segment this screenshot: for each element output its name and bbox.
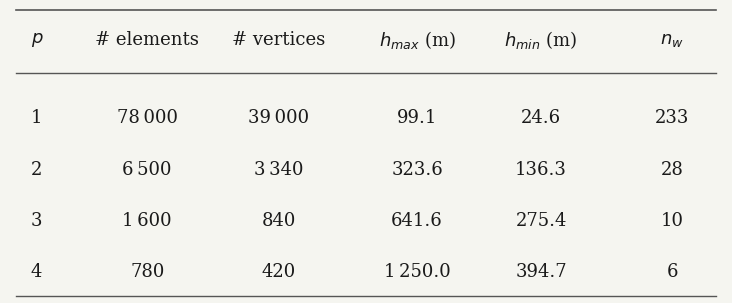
Text: 78 000: 78 000 — [116, 109, 178, 128]
Text: 641.6: 641.6 — [391, 211, 443, 230]
Text: 275.4: 275.4 — [515, 211, 567, 230]
Text: 28: 28 — [661, 161, 684, 178]
Text: # elements: # elements — [95, 32, 199, 49]
Text: 39 000: 39 000 — [248, 109, 309, 128]
Text: 2: 2 — [31, 161, 42, 178]
Text: 780: 780 — [130, 263, 165, 281]
Text: 10: 10 — [661, 211, 684, 230]
Text: 1 250.0: 1 250.0 — [384, 263, 450, 281]
Text: 1 600: 1 600 — [122, 211, 172, 230]
Text: $h_{min}$ (m): $h_{min}$ (m) — [504, 29, 578, 52]
Text: 3 340: 3 340 — [254, 161, 303, 178]
Text: 4: 4 — [31, 263, 42, 281]
Text: 323.6: 323.6 — [391, 161, 443, 178]
Text: 394.7: 394.7 — [515, 263, 567, 281]
Text: 3: 3 — [31, 211, 42, 230]
Text: $p$: $p$ — [31, 32, 43, 49]
Text: # vertices: # vertices — [232, 32, 325, 49]
Text: 6 500: 6 500 — [122, 161, 172, 178]
Text: 420: 420 — [261, 263, 296, 281]
Text: 6: 6 — [667, 263, 678, 281]
Text: $h_{max}$ (m): $h_{max}$ (m) — [378, 29, 455, 52]
Text: 1: 1 — [31, 109, 42, 128]
Text: 136.3: 136.3 — [515, 161, 567, 178]
Text: 24.6: 24.6 — [521, 109, 561, 128]
Text: 233: 233 — [655, 109, 690, 128]
Text: $n_w$: $n_w$ — [660, 32, 684, 49]
Text: 99.1: 99.1 — [397, 109, 437, 128]
Text: 840: 840 — [261, 211, 296, 230]
